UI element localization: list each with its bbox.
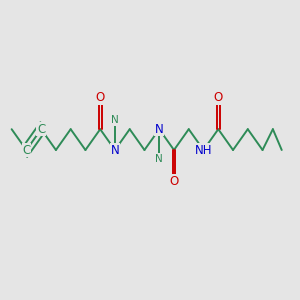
Text: N: N (111, 115, 119, 125)
Text: C: C (37, 123, 45, 136)
Text: NH: NH (195, 143, 212, 157)
Text: C: C (22, 143, 31, 157)
Text: N: N (155, 123, 164, 136)
Text: O: O (214, 92, 223, 104)
Text: O: O (96, 92, 105, 104)
Text: N: N (111, 143, 119, 157)
Text: N: N (111, 115, 119, 125)
Text: N: N (155, 154, 163, 164)
Text: N: N (155, 154, 163, 164)
Text: O: O (169, 175, 178, 188)
